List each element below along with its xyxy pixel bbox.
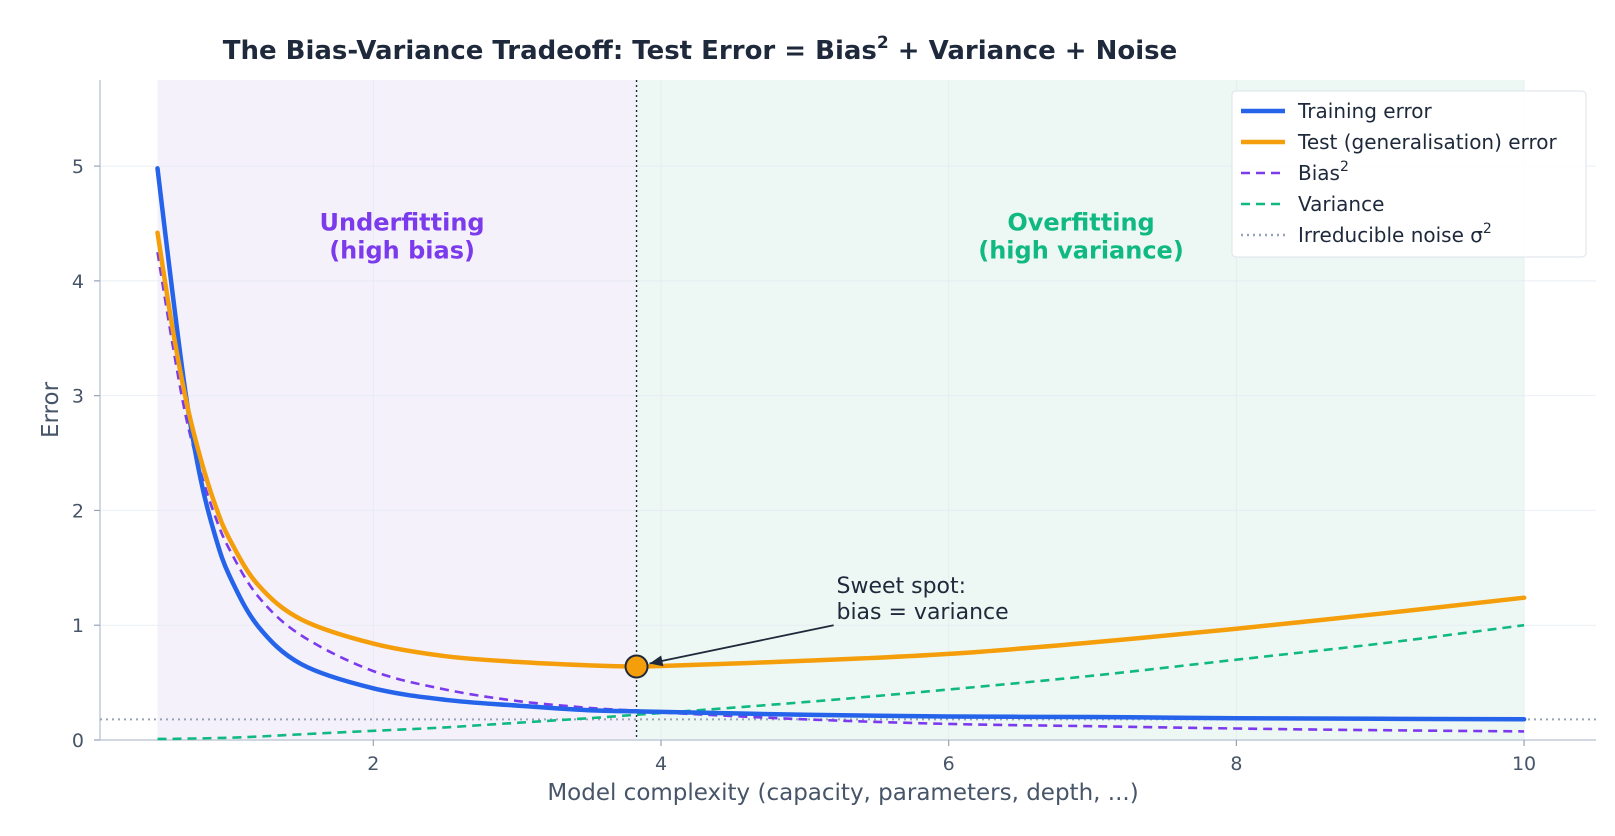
y-tick-label: 4 xyxy=(72,271,84,293)
legend: Training error Test (generalisation) erro… xyxy=(1231,90,1587,258)
y-tick-label: 0 xyxy=(72,730,84,752)
region-shade-0 xyxy=(157,80,637,740)
y-tick-label: 2 xyxy=(72,500,84,522)
axes-layer: 2 4 6 8 10 0 1 2 3 4 5 xyxy=(72,80,1596,775)
x-tick-label: 2 xyxy=(367,753,379,775)
legend-label-1: Test (generalisation) error xyxy=(1297,130,1557,154)
legend-box xyxy=(1231,90,1587,258)
annotation-arrowhead xyxy=(649,655,664,667)
legend-label-3: Variance xyxy=(1298,192,1384,216)
x-tick-label: 6 xyxy=(943,753,955,775)
y-tick-label: 5 xyxy=(72,156,84,178)
region-label-1: Overfitting (high variance) xyxy=(978,208,1184,264)
x-axis-label: Model complexity (capacity, parameters, … xyxy=(547,780,1138,806)
series-line-test-generalisation-error xyxy=(155,230,1527,669)
region-label-0: Underfitting (high bias) xyxy=(320,208,485,264)
legend-label-4: Irreducible noise σ2 xyxy=(1298,221,1492,247)
series-layer xyxy=(100,166,1596,741)
x-tick-label: 8 xyxy=(1230,753,1242,775)
x-tick-label: 10 xyxy=(1512,753,1536,775)
series-line-bias xyxy=(156,251,1525,733)
annotation-layer: Underfitting (high bias) Overfitting (high … xyxy=(320,208,1184,667)
y-tick-label: 1 xyxy=(72,615,84,637)
legend-label-0: Training error xyxy=(1297,99,1432,123)
y-tick-label: 3 xyxy=(72,386,84,408)
y-axis-label: Error xyxy=(38,381,64,438)
series-line-variance xyxy=(157,623,1525,741)
series-line-training-error xyxy=(155,166,1527,722)
optimum-point xyxy=(624,654,649,679)
annotation-arrow xyxy=(649,624,834,665)
x-tick-label: 4 xyxy=(655,753,667,775)
chart-title: The Bias-Variance Tradeoff: Test Error =… xyxy=(223,33,1178,66)
sweet-spot-annotation: Sweet spot: bias = variance xyxy=(836,574,1008,625)
legend-label-2: Bias2 xyxy=(1298,159,1349,185)
